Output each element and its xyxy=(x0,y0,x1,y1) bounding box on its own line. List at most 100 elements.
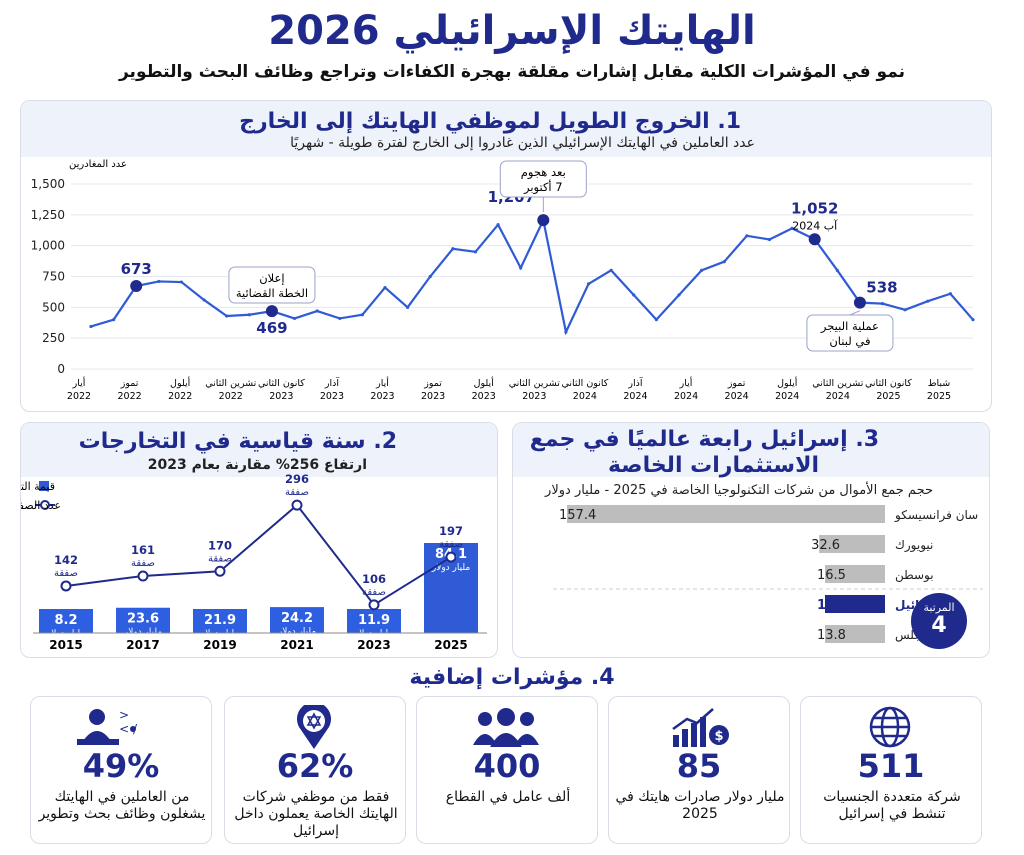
stat-value: 49% xyxy=(82,747,160,785)
x-tick-year: 2024 xyxy=(725,391,749,402)
data-point xyxy=(89,324,93,329)
y-tick-label: 1,000 xyxy=(31,239,65,253)
highlight-point xyxy=(853,296,866,309)
exit-bar-value: 8.2 xyxy=(54,613,77,628)
growth-chart-icon: $ xyxy=(609,705,789,749)
y-tick-label: 1,250 xyxy=(31,208,65,222)
deals-value: 296 xyxy=(285,472,309,486)
city-label: سان فرانسيسكو xyxy=(894,508,978,523)
data-point xyxy=(609,268,613,272)
x-tick-label: 2019 xyxy=(203,638,236,652)
deals-value: 142 xyxy=(54,553,78,567)
exit-bar-value: 21.9 xyxy=(204,613,236,628)
investment-bar xyxy=(825,625,885,643)
deals-unit: صفقة xyxy=(285,487,309,498)
deals-point xyxy=(445,551,457,563)
x-tick-label: تشرين الثاني xyxy=(812,378,863,389)
y-tick-label: 500 xyxy=(42,300,65,314)
investment-bar xyxy=(567,505,885,523)
investment-value: 32.6 xyxy=(811,538,840,553)
x-tick-year: 2024 xyxy=(674,391,698,402)
x-tick-label: تشرين الثاني xyxy=(205,378,256,389)
stat-card-workers: 400 ألف عامل في القطاع xyxy=(416,696,598,844)
deals-point xyxy=(368,599,380,611)
section3-title-line2: الاستثمارات الخاصة xyxy=(607,453,819,478)
investment-value: 14.6 xyxy=(817,598,849,613)
rank-badge-label: المرتبة xyxy=(923,601,955,614)
x-tick-year: 2023 xyxy=(421,391,445,402)
data-point xyxy=(767,237,772,242)
deals-line xyxy=(65,503,452,607)
deals-value: 197 xyxy=(439,524,463,538)
data-point xyxy=(632,293,636,297)
y-tick-label: 250 xyxy=(42,331,65,345)
data-point xyxy=(722,260,726,264)
deals-unit: صفقة xyxy=(439,539,463,550)
data-point xyxy=(428,274,432,279)
x-tick-year: 2024 xyxy=(623,391,647,402)
globe-icon xyxy=(801,705,981,749)
data-point xyxy=(677,293,681,297)
exits-panel: 2. سنة قياسية في التخارجات ارتفاع 256% م… xyxy=(20,422,498,658)
stat-desc: فقط من موظفي شركات الهايتك الخاصة يعملون… xyxy=(234,789,398,839)
departures-line-chart: عدد المغادرين 0 250 500 750 1,000 1,250 1,500 أي… xyxy=(31,159,975,402)
data-point xyxy=(971,318,975,322)
x-tick-year: 2024 xyxy=(775,391,799,402)
exit-bar-unit: مليار دولار xyxy=(354,629,393,639)
data-point xyxy=(586,282,591,286)
deals-value: 106 xyxy=(362,572,386,586)
data-point xyxy=(948,292,952,296)
data-point xyxy=(880,302,885,306)
exit-bar xyxy=(116,607,170,633)
x-tick-label: تموز xyxy=(727,378,746,389)
investment-value: 157.4 xyxy=(559,508,596,523)
page-subtitle: نمو في المؤشرات الكلية مقابل إشارات مقلق… xyxy=(118,62,905,82)
data-point xyxy=(519,266,523,270)
stat-value: 400 xyxy=(473,747,541,785)
x-tick-year: 2023 xyxy=(472,391,496,402)
deals-point xyxy=(214,565,226,577)
deals-unit: صفقة xyxy=(362,587,386,598)
page-title: الهايتك الإسرائيلي 2026 xyxy=(268,8,756,54)
data-point xyxy=(451,247,455,251)
section2-subtitle: ارتفاع 256% مقارنة بعام 2023 xyxy=(147,457,367,473)
israel-pin-icon xyxy=(225,702,405,749)
x-tick-year: 2022 xyxy=(117,391,141,402)
data-point xyxy=(315,309,319,313)
x-tick-label: كانون الثاني xyxy=(561,378,608,389)
section1-title: 1. الخروج الطويل لموظفي الهايتك إلى الخا… xyxy=(239,109,741,134)
svg-text:<: < xyxy=(119,708,129,722)
highlight-point xyxy=(537,214,550,227)
x-tick-year: 2022 xyxy=(168,391,192,402)
x-tick-year: 2024 xyxy=(826,391,850,402)
exit-bar-value: 11.9 xyxy=(358,613,390,628)
section3-subtitle: حجم جمع الأموال من شركات التكنولوجيا الخ… xyxy=(545,483,933,498)
y-axis-label: عدد المغادرين xyxy=(69,159,127,170)
highlight-value-label: 1,052 xyxy=(791,199,838,217)
callout-line1: بعد هجوم xyxy=(521,165,566,180)
people-icon xyxy=(417,705,597,749)
exit-bar-unit: مليار دولار xyxy=(277,627,316,637)
legend-bar-swatch xyxy=(39,481,49,491)
stat-card-multinationals: 511 شركة متعددة الجنسيات تنشط في إسرائيل xyxy=(800,696,982,844)
data-point xyxy=(157,279,161,284)
x-tick-year: 2024 xyxy=(573,391,597,402)
stat-card-rnd: < / > 49% من العاملين في الهايتك يشغلون و… xyxy=(30,696,212,844)
rank-badge-value: 4 xyxy=(931,613,947,638)
callout-leader xyxy=(849,310,861,316)
deals-value: 161 xyxy=(131,543,155,557)
section3-title-line1: 3. إسرائيل رابعة عالميًا في جمع xyxy=(529,427,879,452)
rank-badge: المرتبة 4 xyxy=(911,593,967,649)
highlight-point xyxy=(265,305,278,318)
exit-bar-unit: مليار دولار xyxy=(200,629,239,639)
x-tick-label: شباط xyxy=(928,378,951,389)
x-tick-label: أيلول xyxy=(170,376,191,389)
stat-value: 62% xyxy=(276,747,354,785)
x-tick-year: 2023 xyxy=(320,391,344,402)
panel-header xyxy=(21,423,497,477)
svg-text:/ >: / > xyxy=(119,722,138,736)
svg-text:$: $ xyxy=(714,729,723,744)
exit-bar xyxy=(39,609,93,633)
investments-bar-chart: 157.4 سان فرانسيسكو 32.6 نيويورك 16.5 بوسطن 14… xyxy=(553,505,983,643)
deals-point xyxy=(291,499,303,511)
